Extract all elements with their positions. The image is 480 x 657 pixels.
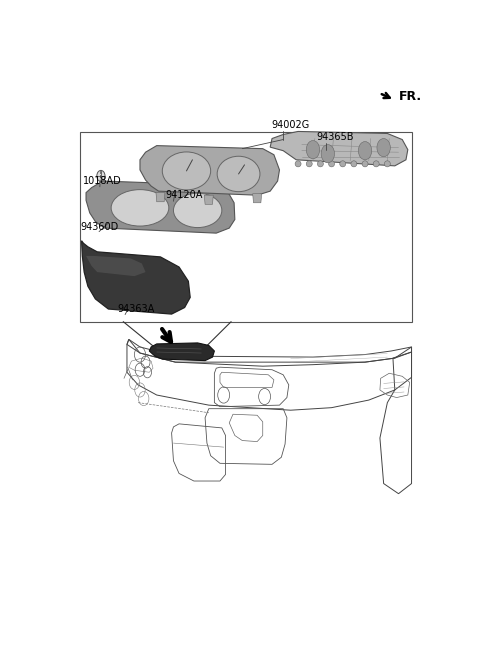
- Circle shape: [306, 141, 320, 159]
- Polygon shape: [86, 181, 235, 233]
- Text: 94120A: 94120A: [165, 191, 203, 200]
- Ellipse shape: [162, 152, 211, 190]
- Ellipse shape: [317, 161, 324, 167]
- Polygon shape: [252, 194, 262, 203]
- Ellipse shape: [384, 161, 390, 167]
- Polygon shape: [270, 131, 408, 166]
- Ellipse shape: [111, 190, 169, 226]
- Circle shape: [377, 139, 390, 157]
- Ellipse shape: [306, 161, 312, 167]
- Circle shape: [321, 145, 335, 163]
- Ellipse shape: [295, 161, 301, 167]
- Ellipse shape: [351, 161, 357, 167]
- Circle shape: [97, 170, 105, 181]
- Polygon shape: [82, 240, 190, 314]
- Text: 94363A: 94363A: [117, 304, 154, 313]
- Ellipse shape: [362, 161, 368, 167]
- Text: 94002G: 94002G: [271, 120, 310, 130]
- Text: FR.: FR.: [398, 90, 421, 103]
- Circle shape: [359, 141, 372, 160]
- Polygon shape: [86, 256, 145, 276]
- Ellipse shape: [173, 193, 222, 227]
- Ellipse shape: [373, 161, 379, 167]
- Polygon shape: [149, 343, 215, 361]
- Text: 94365B: 94365B: [316, 132, 353, 142]
- Text: 94360D: 94360D: [81, 221, 119, 232]
- Ellipse shape: [340, 161, 346, 167]
- Text: 1018AD: 1018AD: [84, 176, 122, 186]
- Polygon shape: [140, 146, 279, 195]
- Ellipse shape: [329, 161, 335, 167]
- Polygon shape: [204, 195, 213, 204]
- Ellipse shape: [217, 156, 260, 192]
- Polygon shape: [156, 193, 165, 202]
